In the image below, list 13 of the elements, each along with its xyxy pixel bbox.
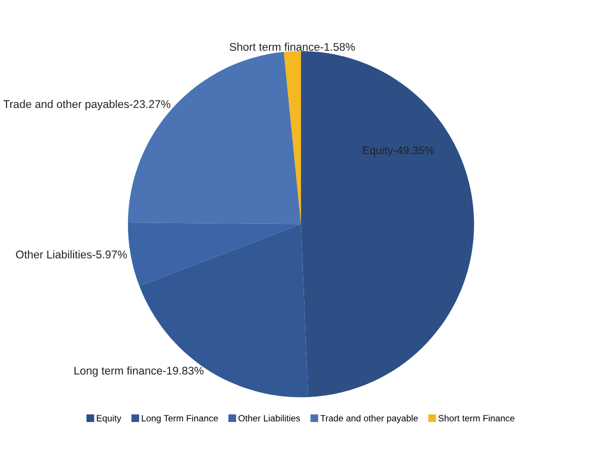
pie-slice xyxy=(284,51,301,224)
legend-label: Long Term Finance xyxy=(142,414,218,424)
legend-label: Equity xyxy=(96,414,122,424)
data-label: Other Liabilities-5.97% xyxy=(16,250,127,258)
data-label: Short term finance-1.58% xyxy=(230,42,355,51)
data-label: Long term finance-19.83% xyxy=(74,366,204,377)
data-label: Equity-49.35% xyxy=(363,146,434,156)
legend-label: Short term Finance xyxy=(438,414,514,422)
legend-label: Other Liabilities xyxy=(238,414,300,422)
data-label: Trade and other payables-23.27% xyxy=(3,100,170,110)
pie-slice xyxy=(128,222,301,286)
pie-slice xyxy=(301,51,474,398)
legend-label: Trade and other payable xyxy=(320,414,418,424)
